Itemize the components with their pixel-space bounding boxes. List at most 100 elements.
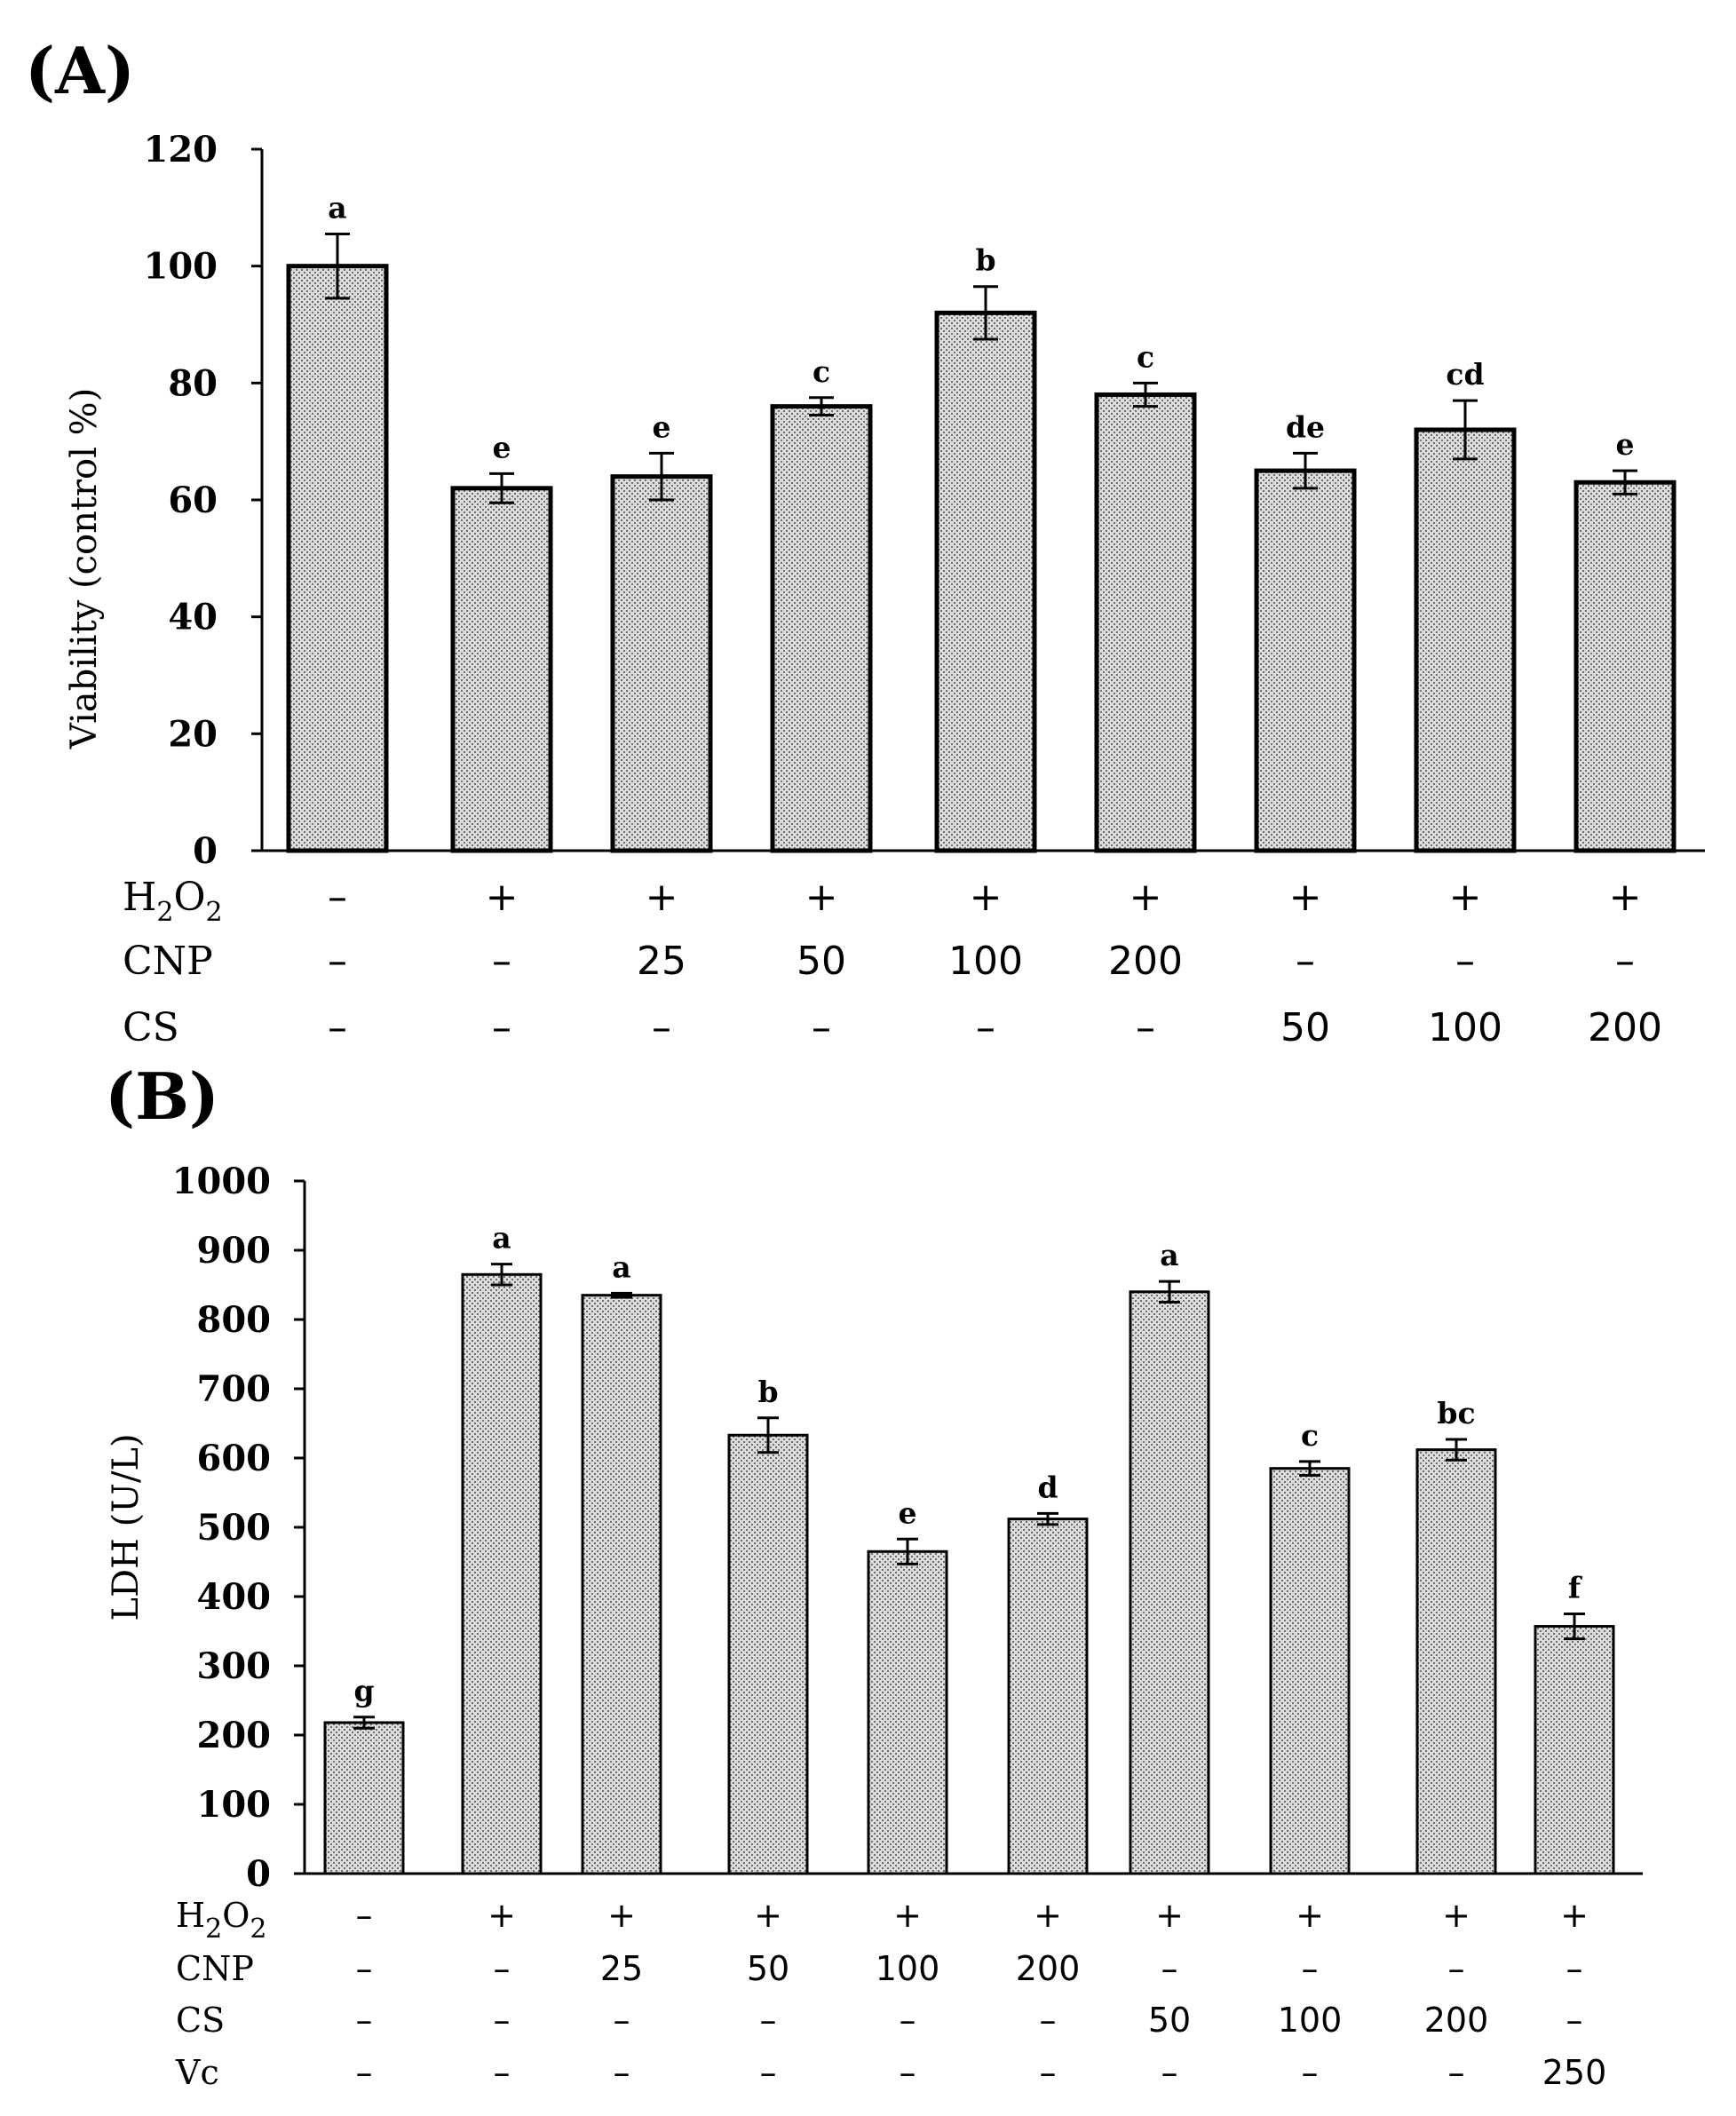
panel-b-treatment-value: – — [1161, 2053, 1178, 2092]
panel-b-treatment-value: – — [356, 1949, 373, 1988]
panel-b-treatment-value: + — [1155, 1896, 1184, 1935]
panel-a-treatment-value: – — [492, 939, 511, 984]
panel-a-row-label-h2o2: H2O2 — [123, 875, 223, 928]
panel-b-treatment-value: – — [900, 2001, 916, 2040]
panel-b-treatment-value: – — [1566, 1949, 1583, 1988]
panel-b-y-tick-label: 800 — [197, 1299, 272, 1341]
panel-a-treatment-value: – — [652, 1005, 671, 1050]
panel-a-treatment-value: 200 — [1588, 1005, 1662, 1050]
panel-b-y-tick-label: 600 — [197, 1438, 272, 1479]
panel-b-bar — [1007, 1518, 1089, 1875]
panel-b-treatment-value: 200 — [1424, 2001, 1489, 2040]
panel-b-treatment-value: 250 — [1542, 2053, 1607, 2092]
panel-a-bar — [450, 486, 553, 853]
panel-b-treatment-value: – — [494, 1949, 511, 1988]
panel-a-y-tick-label: 0 — [193, 830, 218, 872]
panel-b-row-label-h2o2: H2O2 — [176, 1896, 266, 1945]
panel-b-treatment-value: – — [760, 2001, 777, 2040]
panel-a-y-tick-label: 60 — [168, 479, 218, 521]
panel-b-treatment-value: – — [900, 2053, 916, 2092]
panel-b-treatment-value: + — [1560, 1896, 1589, 1935]
panel-a-treatment-value: – — [328, 1005, 347, 1050]
panel-b-bar — [867, 1549, 948, 1875]
panel-a-treatment-value: 100 — [1428, 1005, 1502, 1050]
panel-a-treatment-value: – — [812, 1005, 831, 1050]
panel-a-significance-letter: c — [813, 354, 830, 389]
panel-b-treatment-value: 50 — [1148, 2001, 1191, 2040]
panel-b-significance-letter: b — [757, 1375, 778, 1409]
panel-a-treatment-value: – — [1615, 939, 1635, 984]
panel-b-y-tick-label: 900 — [197, 1230, 272, 1272]
panel-b-treatment-value: + — [1296, 1896, 1324, 1935]
panel-a-treatment-value: + — [805, 875, 838, 920]
panel-a-chart: (A) Viability (control %) 0 20 40 60 80 100 12… — [25, 33, 1705, 1050]
panel-a-label: (A) — [25, 33, 135, 108]
panel-b-bar — [1269, 1467, 1351, 1875]
panel-b-y-tick-label: 500 — [197, 1507, 272, 1549]
panel-b-treatment-value: – — [1040, 2001, 1057, 2040]
panel-a-treatment-value: 25 — [637, 939, 686, 984]
panel-b-row-label-cnp: CNP — [176, 1949, 254, 1988]
panel-b-row-label-vc: Vc — [175, 2053, 219, 2092]
panel-b-bar — [1129, 1290, 1210, 1875]
panel-b-y-tick-label: 1000 — [172, 1161, 271, 1202]
panel-b-y-tick-label: 400 — [197, 1576, 272, 1618]
panel-b-significance-letter: c — [1301, 1418, 1319, 1453]
panel-b-treatment-value: – — [1448, 1949, 1465, 1988]
panel-a-significance-letter: cd — [1446, 357, 1484, 392]
panel-b-treatment-value: – — [1040, 2053, 1057, 2092]
panel-a-treatment-value: – — [1455, 939, 1475, 984]
panel-a-treatment-value: + — [1130, 875, 1162, 920]
panel-b-y-tick-label: 200 — [197, 1715, 272, 1756]
panel-b-treatment-value: – — [356, 2053, 373, 2092]
panel-a-treatment-value: + — [486, 875, 519, 920]
panel-b-bar — [1534, 1625, 1615, 1875]
panel-a-significance-letter: b — [975, 243, 995, 278]
panel-b-y-tick-label: 700 — [197, 1368, 272, 1410]
panel-b-treatment-value: – — [1566, 2001, 1583, 2040]
panel-b-treatment-value: – — [1302, 2053, 1319, 2092]
panel-a-significance-letter: e — [653, 409, 671, 444]
panel-a-bar — [934, 310, 1037, 853]
panel-a-treatment-value: + — [1609, 875, 1642, 920]
panel-a-bar — [610, 474, 713, 853]
panel-b-significance-letter: a — [1160, 1238, 1178, 1272]
panel-b-bar — [1415, 1448, 1497, 1875]
panel-b-significance-letter: bc — [1437, 1396, 1475, 1430]
panel-b-y-tick-label: 100 — [197, 1784, 272, 1826]
panel-b-treatment-value: – — [614, 2001, 630, 2040]
panel-b-treatment-value: – — [1161, 1949, 1178, 1988]
panel-b-treatment-value: + — [893, 1896, 922, 1935]
panel-b-bar — [581, 1294, 662, 1875]
panel-b-y-tick-label: 300 — [197, 1645, 272, 1687]
panel-b-treatment-value: + — [488, 1896, 516, 1935]
panel-a-treatment-value: – — [1136, 1005, 1155, 1050]
panel-a-bar — [1094, 392, 1197, 853]
panel-a-treatment-value: 50 — [797, 939, 846, 984]
panel-b-significance-letter: g — [353, 1674, 374, 1708]
panel-b-treatment-value: 100 — [1278, 2001, 1343, 2040]
panel-a-bar — [770, 404, 873, 853]
panel-a-treatment-value: + — [1449, 875, 1482, 920]
panel-b-significance-letter: a — [492, 1221, 511, 1256]
panel-b-chart: (B) LDH (U/L) 0 100 200 300 400 500 600 700 800 9… — [105, 1058, 1643, 2092]
panel-a-treatment-value: – — [328, 939, 347, 984]
panel-a-y-tick-label: 100 — [144, 246, 218, 288]
panel-b-treatment-value: 25 — [600, 1949, 643, 1988]
panel-b-significance-letter: a — [612, 1249, 630, 1284]
panel-a-treatment-value: + — [970, 875, 1003, 920]
panel-b-treatment-value: 100 — [876, 1949, 940, 1988]
panel-a-row-label-cnp: CNP — [123, 939, 213, 984]
panel-b-treatment-value: – — [494, 2001, 511, 2040]
panel-a-y-tick-label: 40 — [168, 597, 218, 638]
panel-a-significance-letter: a — [328, 190, 346, 225]
panel-b-y-axis-label: LDH (U/L) — [106, 1433, 147, 1621]
panel-a-row-label-cs: CS — [123, 1005, 179, 1050]
panel-b-treatment-value: + — [754, 1896, 782, 1935]
panel-b-row-label-cs: CS — [176, 2001, 225, 2040]
panel-b-treatment-value: – — [614, 2053, 630, 2092]
panel-b-treatment-value: + — [1034, 1896, 1062, 1935]
panel-b-treatment-value: – — [494, 2053, 511, 2092]
panel-a-treatment-value: 200 — [1108, 939, 1183, 984]
